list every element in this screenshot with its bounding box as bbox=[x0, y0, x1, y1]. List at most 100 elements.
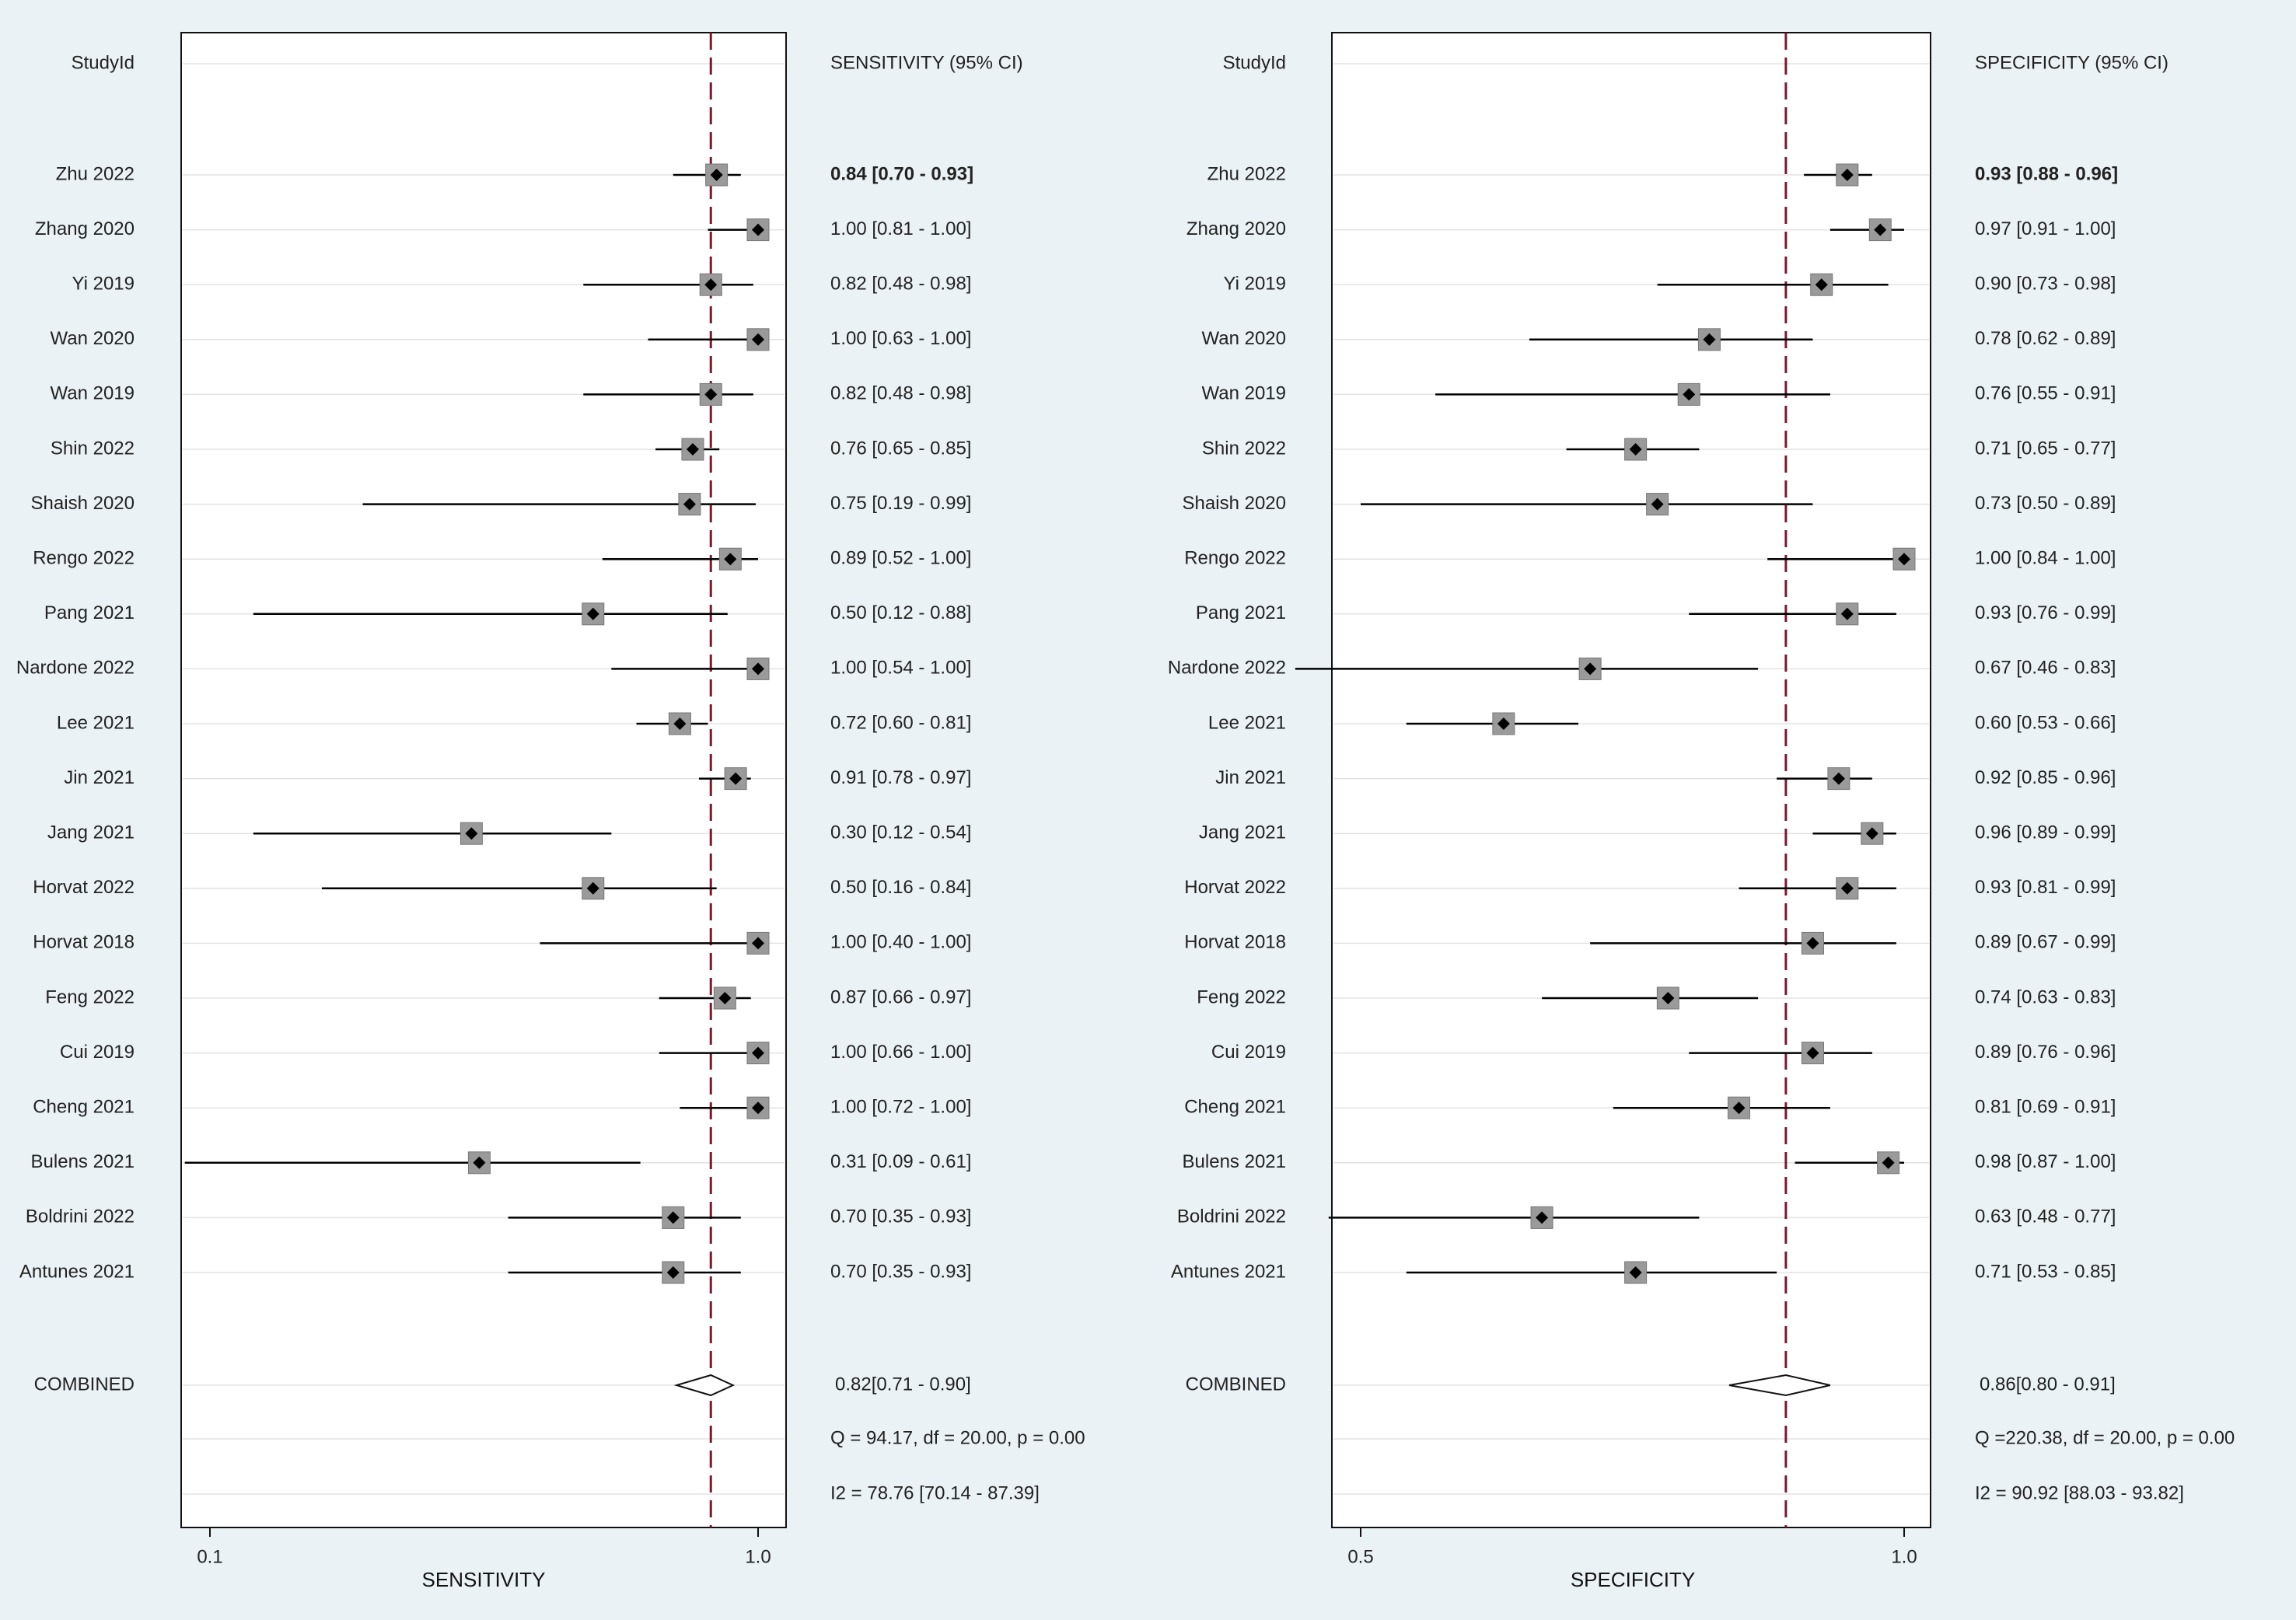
study-label: Wan 2020 bbox=[1201, 328, 1286, 349]
studyid-header: StudyId bbox=[1223, 52, 1286, 73]
study-label: Pang 2021 bbox=[1196, 602, 1286, 623]
point-estimate-marker bbox=[752, 223, 764, 236]
study-label: Cheng 2021 bbox=[33, 1097, 135, 1118]
study-weight-box bbox=[1624, 1261, 1648, 1284]
point-estimate-marker bbox=[666, 1211, 680, 1224]
study-weight-box bbox=[1727, 1096, 1750, 1119]
study-ci-value: 0.76 [0.55 - 0.91] bbox=[1975, 383, 2116, 404]
study-label: Rengo 2022 bbox=[33, 548, 135, 569]
point-estimate-marker bbox=[729, 772, 743, 785]
study-label: Bulens 2021 bbox=[1183, 1151, 1286, 1172]
study-label: Pang 2021 bbox=[44, 602, 135, 623]
study-label: Bulens 2021 bbox=[31, 1151, 135, 1172]
forest-panel-specificity: StudyId SPECIFICITY (95% CI) Zhu 2022 0.93 … bbox=[1168, 32, 2235, 1591]
study-ci-value: 1.00 [0.66 - 1.00] bbox=[830, 1042, 971, 1063]
point-estimate-marker bbox=[465, 827, 478, 840]
study-ci-value: 0.89 [0.52 - 1.00] bbox=[830, 548, 971, 569]
study-weight-box bbox=[1578, 657, 1602, 680]
ci-header: SPECIFICITY (95% CI) bbox=[1975, 52, 2168, 73]
study-label: Wan 2019 bbox=[1201, 383, 1286, 404]
study-ci-value: 0.97 [0.91 - 1.00] bbox=[1975, 218, 2116, 239]
point-estimate-marker bbox=[1497, 717, 1510, 730]
study-label: Feng 2022 bbox=[1197, 986, 1286, 1007]
study-ci-value: 0.50 [0.16 - 0.84] bbox=[830, 877, 971, 898]
point-estimate-marker bbox=[1629, 443, 1642, 456]
study-label: Horvat 2018 bbox=[33, 932, 135, 953]
study-ci-value: 0.75 [0.19 - 0.99] bbox=[830, 493, 971, 514]
study-ci-value: 0.96 [0.89 - 0.99] bbox=[1975, 822, 2116, 843]
point-estimate-marker bbox=[710, 169, 723, 181]
point-estimate-marker bbox=[1703, 333, 1716, 346]
study-label: Antunes 2021 bbox=[1171, 1261, 1286, 1282]
point-estimate-marker bbox=[1840, 169, 1854, 181]
point-estimate-marker bbox=[704, 388, 718, 401]
study-label: Wan 2020 bbox=[50, 328, 135, 349]
x-tick-label: 1.0 bbox=[1891, 1546, 1917, 1567]
study-ci-value: 0.78 [0.62 - 0.89] bbox=[1975, 328, 2116, 349]
study-label: Cui 2019 bbox=[60, 1042, 135, 1063]
point-estimate-marker bbox=[704, 278, 718, 292]
combined-diamond bbox=[1728, 1374, 1831, 1397]
point-estimate-marker bbox=[752, 333, 764, 346]
point-estimate-marker bbox=[752, 937, 764, 950]
combined-label: COMBINED bbox=[34, 1374, 135, 1395]
forest-panel-sensitivity: StudyId SENSITIVITY (95% CI) Zhu 2022 0.84 … bbox=[16, 32, 1085, 1591]
study-ci-value: 0.81 [0.69 - 0.91] bbox=[1975, 1097, 2116, 1118]
study-label: Jin 2021 bbox=[1215, 767, 1286, 788]
study-weight-box bbox=[1868, 218, 1892, 242]
x-tick-label: 0.1 bbox=[197, 1546, 222, 1567]
study-label: Zhu 2022 bbox=[1207, 163, 1286, 184]
point-estimate-marker bbox=[1865, 827, 1878, 840]
point-estimate-marker bbox=[1882, 1156, 1895, 1169]
point-estimate-marker bbox=[666, 1266, 680, 1279]
study-ci-value: 0.70 [0.35 - 0.93] bbox=[830, 1206, 971, 1227]
study-ci-value: 0.60 [0.53 - 0.66] bbox=[1975, 712, 2116, 733]
study-ci-value: 0.93 [0.88 - 0.96] bbox=[1975, 163, 2118, 184]
study-ci-value: 0.82 [0.48 - 0.98] bbox=[830, 383, 971, 404]
study-label: Horvat 2022 bbox=[33, 877, 135, 898]
study-ci-value: 0.93 [0.81 - 0.99] bbox=[1975, 877, 2116, 898]
point-estimate-marker bbox=[586, 607, 599, 620]
study-label: Horvat 2018 bbox=[1184, 932, 1286, 953]
study-weight-box bbox=[746, 1042, 770, 1065]
point-estimate-marker bbox=[686, 443, 699, 456]
study-label: Yi 2019 bbox=[72, 274, 135, 295]
study-ci-value: 0.91 [0.78 - 0.97] bbox=[830, 767, 971, 788]
point-estimate-marker bbox=[1806, 937, 1819, 950]
study-label: Boldrini 2022 bbox=[26, 1206, 135, 1227]
study-ci-value: 0.84 [0.70 - 0.93] bbox=[830, 163, 973, 184]
study-label: Lee 2021 bbox=[57, 712, 135, 733]
ci-header: SENSITIVITY (95% CI) bbox=[830, 52, 1023, 73]
study-ci-value: 0.71 [0.65 - 0.77] bbox=[1975, 438, 2116, 459]
study-weight-box bbox=[699, 273, 722, 296]
study-label: Feng 2022 bbox=[45, 986, 135, 1007]
x-axis-label: SENSITIVITY bbox=[422, 1568, 546, 1591]
point-estimate-marker bbox=[752, 1102, 764, 1115]
study-ci-value: 0.76 [0.65 - 0.85] bbox=[830, 438, 971, 459]
study-ci-value: 0.67 [0.46 - 0.83] bbox=[1975, 658, 2116, 679]
point-estimate-marker bbox=[673, 717, 687, 730]
study-ci-value: 1.00 [0.84 - 1.00] bbox=[1975, 548, 2116, 569]
study-label: Shaish 2020 bbox=[1183, 493, 1286, 514]
study-label: Horvat 2022 bbox=[1184, 877, 1286, 898]
point-estimate-marker bbox=[1898, 553, 1910, 566]
study-label: Jang 2021 bbox=[1199, 822, 1286, 843]
study-label: Nardone 2022 bbox=[16, 658, 135, 679]
x-tick-label: 1.0 bbox=[745, 1546, 771, 1567]
point-estimate-marker bbox=[683, 498, 696, 511]
study-label: Wan 2019 bbox=[50, 383, 135, 404]
heterogeneity-i2: I2 = 78.76 [70.14 - 87.39] bbox=[830, 1482, 1040, 1503]
study-ci-value: 0.71 [0.53 - 0.85] bbox=[1975, 1261, 2116, 1282]
x-tick-label: 0.5 bbox=[1347, 1546, 1373, 1567]
study-ci-value: 0.31 [0.09 - 0.61] bbox=[830, 1151, 971, 1172]
plot-panel bbox=[180, 32, 787, 1528]
study-label: Zhang 2020 bbox=[35, 218, 135, 239]
point-estimate-marker bbox=[724, 553, 737, 566]
point-estimate-marker bbox=[752, 1046, 764, 1060]
point-estimate-marker bbox=[1840, 882, 1854, 895]
study-ci-value: 0.93 [0.76 - 0.99] bbox=[1975, 602, 2116, 623]
study-label: Zhang 2020 bbox=[1186, 218, 1286, 239]
point-estimate-marker bbox=[1536, 1211, 1549, 1224]
study-ci-value: 1.00 [0.40 - 1.00] bbox=[830, 932, 971, 953]
